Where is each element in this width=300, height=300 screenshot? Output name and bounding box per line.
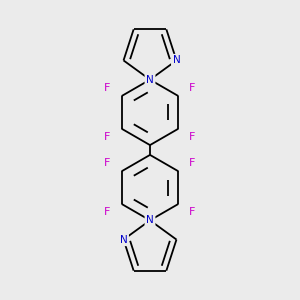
Text: N: N bbox=[120, 235, 128, 244]
Text: F: F bbox=[104, 158, 111, 168]
Text: N: N bbox=[172, 56, 180, 65]
Text: F: F bbox=[189, 83, 196, 93]
Text: F: F bbox=[104, 83, 111, 93]
Text: N: N bbox=[146, 75, 154, 85]
Text: F: F bbox=[189, 132, 196, 142]
Text: F: F bbox=[189, 158, 196, 168]
Text: F: F bbox=[189, 207, 196, 217]
Text: F: F bbox=[104, 132, 111, 142]
Text: F: F bbox=[104, 207, 111, 217]
Text: N: N bbox=[146, 215, 154, 225]
